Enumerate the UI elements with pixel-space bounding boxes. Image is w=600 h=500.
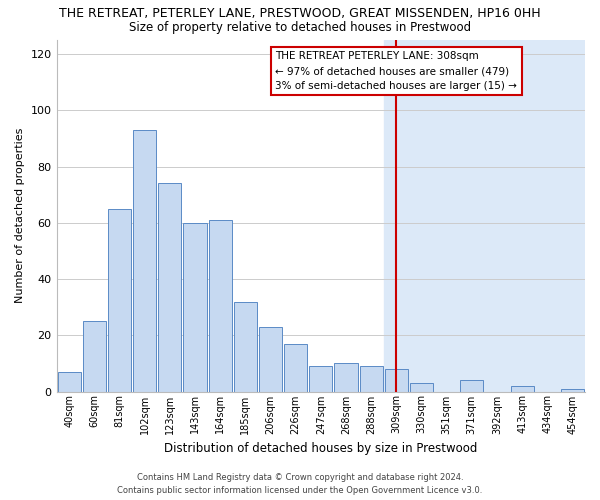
Text: Size of property relative to detached houses in Prestwood: Size of property relative to detached ho… <box>129 21 471 34</box>
Bar <box>385 369 408 392</box>
Bar <box>383 40 585 392</box>
Bar <box>561 388 584 392</box>
Bar <box>58 372 80 392</box>
Bar <box>108 208 131 392</box>
Bar <box>234 302 257 392</box>
Bar <box>133 130 156 392</box>
Text: THE RETREAT, PETERLEY LANE, PRESTWOOD, GREAT MISSENDEN, HP16 0HH: THE RETREAT, PETERLEY LANE, PRESTWOOD, G… <box>59 8 541 20</box>
Bar <box>334 364 358 392</box>
Text: Contains HM Land Registry data © Crown copyright and database right 2024.
Contai: Contains HM Land Registry data © Crown c… <box>118 473 482 495</box>
Bar <box>259 327 282 392</box>
Bar <box>511 386 533 392</box>
Bar <box>359 366 383 392</box>
Bar <box>284 344 307 392</box>
Text: THE RETREAT PETERLEY LANE: 308sqm
← 97% of detached houses are smaller (479)
3% : THE RETREAT PETERLEY LANE: 308sqm ← 97% … <box>275 51 517 91</box>
Bar <box>158 184 181 392</box>
Bar <box>460 380 484 392</box>
Bar <box>209 220 232 392</box>
Bar <box>184 223 206 392</box>
Bar <box>83 321 106 392</box>
Y-axis label: Number of detached properties: Number of detached properties <box>15 128 25 304</box>
Bar <box>309 366 332 392</box>
X-axis label: Distribution of detached houses by size in Prestwood: Distribution of detached houses by size … <box>164 442 478 455</box>
Bar <box>410 383 433 392</box>
